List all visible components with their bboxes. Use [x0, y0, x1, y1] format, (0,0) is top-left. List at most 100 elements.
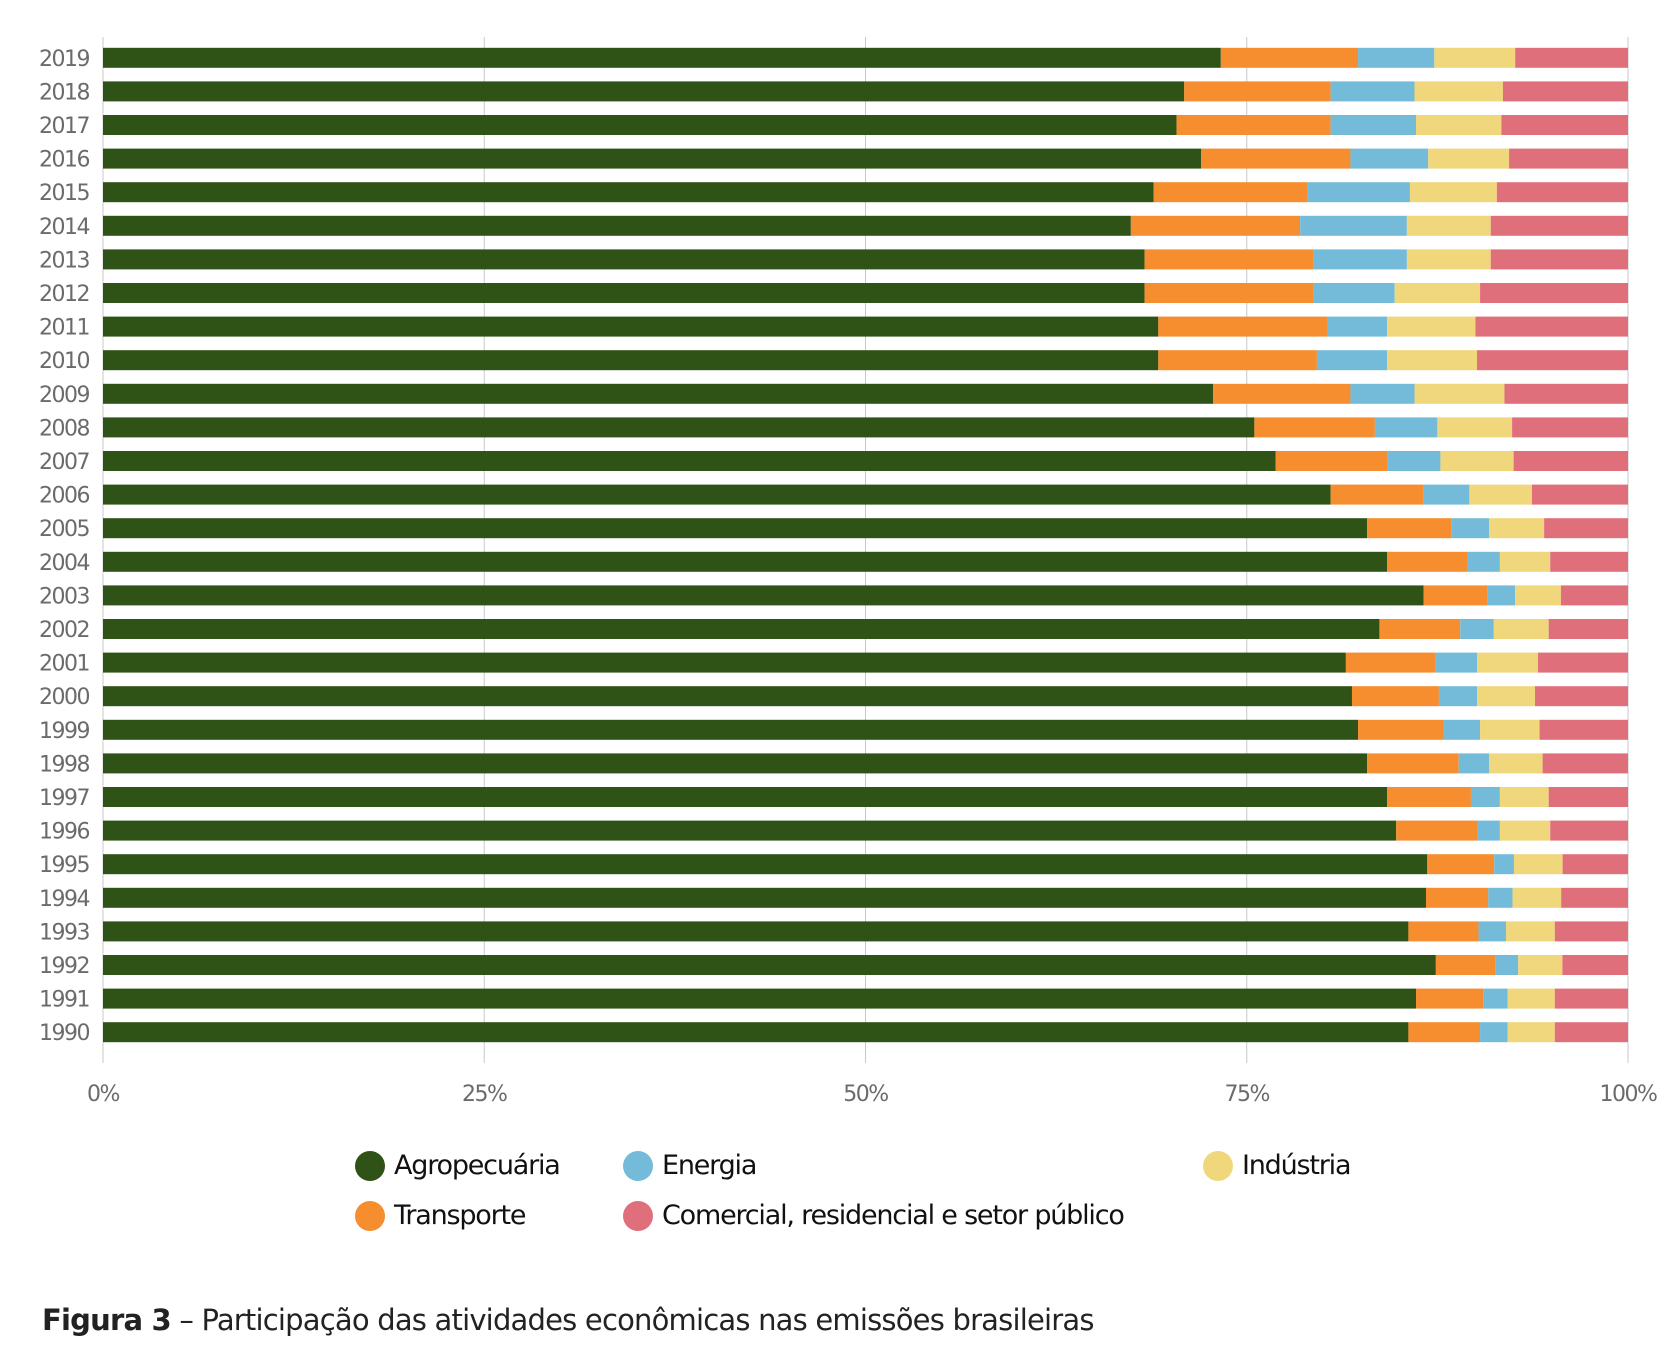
- y-tick-label: 2007: [39, 450, 89, 475]
- bar-segment: [103, 921, 1409, 942]
- y-tick-label: 1990: [39, 1021, 89, 1046]
- bar-segment: [1490, 215, 1628, 236]
- bar-segment: [1416, 988, 1484, 1009]
- bars: [103, 47, 1628, 1043]
- bar-segment: [1351, 686, 1439, 707]
- bar-segment: [1327, 316, 1388, 337]
- legend-swatch: [623, 1150, 653, 1181]
- bar-segment: [1470, 787, 1500, 807]
- bar-segment: [1153, 182, 1308, 203]
- bar-segment: [1313, 283, 1395, 303]
- bar-segment: [1406, 215, 1491, 236]
- bar-segment: [103, 350, 1159, 371]
- bar-segment: [1469, 484, 1532, 505]
- bar-segment: [1477, 820, 1500, 841]
- bar-segment: [1550, 551, 1628, 572]
- legend-swatch: [355, 1150, 385, 1181]
- y-tick-label: 2015: [39, 181, 89, 206]
- bar-segment: [1483, 988, 1508, 1009]
- bar-segment: [1300, 215, 1407, 236]
- y-tick-label: 1995: [39, 853, 89, 878]
- bar-segment: [1414, 81, 1503, 102]
- bar-segment: [1538, 652, 1628, 673]
- bar-segment: [1512, 417, 1628, 438]
- bar-segment: [1434, 47, 1516, 68]
- y-tick-label: 2001: [39, 652, 89, 677]
- bar-segment: [1374, 417, 1438, 438]
- bar-segment: [1406, 249, 1491, 270]
- y-tick-label: 2016: [39, 148, 89, 173]
- bar-segment: [1367, 518, 1452, 539]
- bar-segment: [1394, 283, 1481, 303]
- bar-segment: [103, 585, 1424, 606]
- bar-segment: [103, 686, 1352, 707]
- bar-segment: [103, 182, 1154, 203]
- bar-segment: [1437, 417, 1513, 438]
- bar-segment: [1414, 383, 1505, 404]
- bar-segment: [1428, 148, 1510, 169]
- y-tick-label: 2006: [39, 484, 89, 509]
- stacked-bar-chart: 2019 2018 2017 2016 2015 2014 2013 2012 2011 2010…: [39, 37, 1659, 1107]
- legend-swatch: [355, 1200, 385, 1231]
- bar-segment: [1350, 383, 1415, 404]
- legend-label: Indústria: [1242, 1150, 1352, 1181]
- bar-segment: [1130, 215, 1301, 236]
- bar-segment: [1313, 249, 1407, 270]
- legend-item-agropecuaria: Agropecuária: [355, 1150, 561, 1181]
- bar-segment: [1534, 686, 1628, 707]
- x-tick-label: 50%: [843, 1082, 888, 1107]
- y-tick-label: 2010: [39, 349, 89, 374]
- x-tick-label: 25%: [462, 1082, 507, 1107]
- bar-segment: [103, 115, 1177, 135]
- bar-segment: [1550, 820, 1628, 841]
- bar-segment: [1560, 585, 1628, 606]
- legend-item-comercial: Comercial, residencial e setor público: [623, 1200, 1125, 1231]
- bar-segment: [1494, 854, 1514, 875]
- legend-item-energia: Energia: [623, 1150, 757, 1181]
- bar-segment: [1554, 921, 1628, 942]
- bar-segment: [1548, 619, 1628, 639]
- legend-swatch: [623, 1200, 653, 1231]
- bar-segment: [1504, 383, 1628, 404]
- bar-segment: [1408, 1022, 1481, 1043]
- bar-segment: [1539, 719, 1628, 740]
- bar-segment: [1499, 820, 1551, 841]
- bar-segment: [1487, 585, 1516, 606]
- bar-segment: [103, 787, 1388, 807]
- bar-segment: [103, 484, 1331, 505]
- y-tick-label: 2011: [39, 316, 89, 341]
- bar-segment: [103, 249, 1145, 270]
- y-axis-labels: 2019 2018 2017 2016 2015 2014 2013 2012 2011 2010…: [39, 47, 91, 1046]
- bar-segment: [103, 215, 1131, 236]
- y-tick-label: 1999: [39, 719, 89, 744]
- bar-segment: [103, 283, 1145, 303]
- bar-segment: [103, 551, 1388, 572]
- bar-segment: [1387, 451, 1441, 471]
- legend-label: Agropecuária: [394, 1150, 561, 1181]
- legend: Agropecuária Energia Indústria Transport…: [355, 1150, 1405, 1260]
- bar-segment: [1387, 350, 1478, 371]
- bar-segment: [1507, 988, 1555, 1009]
- bar-segment: [1451, 518, 1490, 539]
- x-tick-label: 0%: [87, 1082, 119, 1107]
- bar-segment: [1496, 182, 1628, 203]
- bar-segment: [1531, 484, 1628, 505]
- legend-item-industria: Indústria: [1203, 1150, 1352, 1181]
- bar-segment: [1513, 451, 1628, 471]
- bar-segment: [1480, 1022, 1508, 1043]
- y-tick-label: 1992: [39, 954, 89, 979]
- bar-segment: [1501, 115, 1628, 135]
- bar-segment: [1158, 350, 1317, 371]
- bar-segment: [103, 1022, 1409, 1043]
- bar-segment: [1515, 585, 1561, 606]
- bar-segment: [1425, 887, 1489, 908]
- bar-segment: [1316, 350, 1388, 371]
- bar-segment: [1467, 551, 1500, 572]
- bar-segment: [1307, 182, 1410, 203]
- bar-segment: [1509, 148, 1628, 169]
- bar-segment: [1423, 484, 1470, 505]
- bar-segment: [1379, 619, 1461, 639]
- bar-segment: [1408, 921, 1479, 942]
- caption-separator: –: [170, 1303, 202, 1337]
- y-tick-label: 2005: [39, 517, 89, 542]
